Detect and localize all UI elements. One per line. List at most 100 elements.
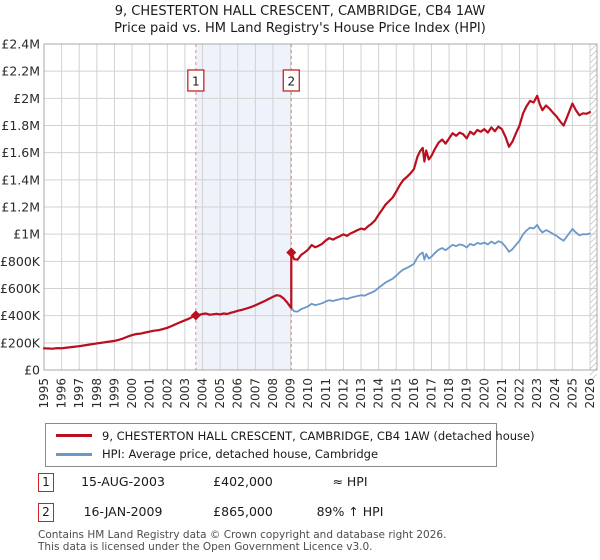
future-hatch-line	[589, 307, 598, 316]
future-hatch-line	[589, 343, 598, 352]
x-tick-label: 2003	[178, 378, 192, 409]
sale-marker-1	[190, 310, 201, 321]
plot-border	[43, 43, 598, 371]
future-hatch-line	[589, 217, 598, 226]
y-tick-label: £400K	[0, 308, 41, 323]
future-hatch-line	[589, 121, 598, 130]
x-tick-label: 2006	[231, 378, 245, 409]
x-tick-label: 2000	[125, 378, 139, 409]
transaction-1-date: 15-AUG-2003	[81, 474, 165, 489]
transaction-2-badge: 2	[38, 503, 54, 522]
x-tick-label: 2002	[160, 378, 174, 409]
legend-row-property: 9, CHESTERTON HALL CRESCENT, CAMBRIDGE, …	[46, 429, 535, 443]
future-hatch-line	[589, 301, 598, 310]
future-hatch-line	[589, 145, 598, 154]
legend-label-property: 9, CHESTERTON HALL CRESCENT, CAMBRIDGE, …	[102, 428, 535, 443]
future-hatch-line	[589, 355, 598, 364]
legend-label-hpi: HPI: Average price, detached house, Camb…	[102, 447, 379, 462]
legend-row-hpi: HPI: Average price, detached house, Camb…	[46, 447, 496, 461]
future-hatch-line	[589, 235, 598, 244]
future-hatch-line	[589, 259, 598, 268]
future-hatch-line	[589, 313, 598, 322]
property-line	[42, 94, 592, 350]
future-hatch-line	[589, 205, 598, 214]
future-hatch-line	[589, 289, 598, 298]
x-tick-label: 2024	[548, 378, 562, 409]
future-hatch-line	[589, 247, 598, 256]
x-tick-label: 2013	[354, 378, 368, 409]
footer-licence: This data is licensed under the Open Gov…	[38, 541, 373, 553]
x-tick-label: 1996	[55, 378, 69, 409]
future-hatch-line	[589, 367, 598, 376]
transaction-row-2: 2 16-JAN-2009 £865,000 89% ↑ HPI	[0, 503, 600, 523]
future-hatch-line	[589, 43, 598, 52]
y-tick-label: £1.8M	[1, 118, 40, 133]
x-tick-label: 2017	[424, 378, 438, 409]
property-line-swatch	[56, 434, 92, 438]
transaction-2-date: 16-JAN-2009	[83, 504, 163, 519]
future-hatch-line	[589, 337, 598, 346]
future-hatch-line	[589, 109, 598, 118]
future-hatch-line	[589, 187, 598, 196]
x-tick-label: 2012	[336, 378, 350, 409]
transaction-2-hpi-note: 89% ↑ HPI	[316, 504, 384, 519]
future-hatch-line	[589, 151, 598, 160]
y-tick-label: £0	[24, 363, 40, 378]
future-hatch-line	[589, 193, 598, 202]
x-tick-label: 1995	[37, 378, 51, 409]
future-hatch-line	[589, 79, 598, 88]
hpi-line-swatch	[56, 452, 92, 456]
y-tick-label: £1M	[13, 227, 40, 242]
y-tick-label: £200K	[0, 335, 41, 350]
future-hatch-line	[589, 97, 598, 106]
y-tick-label: £800K	[0, 254, 41, 269]
x-tick-label: 2014	[372, 378, 386, 409]
footer-copyright: Contains HM Land Registry data © Crown c…	[38, 529, 447, 541]
future-hatch-line	[589, 211, 598, 220]
y-tick-label: £1.2M	[1, 200, 40, 215]
x-tick-label: 2019	[460, 378, 474, 409]
future-hatch-line	[589, 277, 598, 286]
x-tick-label: 2022	[513, 378, 527, 409]
future-hatch-line	[589, 55, 598, 64]
sale-marker-2	[286, 247, 297, 258]
page-subtitle: Price paid vs. HM Land Registry's House …	[114, 21, 486, 36]
x-tick-label: 2005	[213, 378, 227, 409]
future-hatch-line	[589, 331, 598, 340]
page-title: 9, CHESTERTON HALL CRESCENT, CAMBRIDGE, …	[114, 4, 486, 19]
future-hatch-line	[589, 91, 598, 100]
x-tick-label: 2008	[266, 378, 280, 409]
transaction-1-price: £402,000	[213, 474, 273, 489]
hpi-line	[43, 223, 591, 350]
x-tick-label: 2015	[389, 378, 403, 409]
y-tick-label: £2.4M	[1, 38, 40, 52]
x-tick-label: 2021	[495, 378, 509, 409]
future-hatch-line	[589, 73, 598, 82]
future-hatch-line	[589, 49, 598, 58]
future-hatch-line	[589, 349, 598, 358]
x-tick-label: 2009	[284, 378, 298, 409]
future-hatch-line	[589, 163, 598, 172]
event-label-num-2: 2	[287, 75, 295, 89]
event-label-box-2	[282, 69, 300, 92]
x-tick-label: 2011	[319, 378, 333, 409]
x-tick-label: 2016	[407, 378, 421, 409]
chart-legend: 9, CHESTERTON HALL CRESCENT, CAMBRIDGE, …	[45, 423, 535, 467]
future-hatch-line	[589, 133, 598, 142]
future-hatch-line	[589, 265, 598, 274]
future-hatch-line	[589, 271, 598, 280]
future-hatch-line	[589, 295, 598, 304]
x-tick-label: 2004	[196, 378, 210, 409]
x-tick-label: 2018	[442, 378, 456, 409]
future-hatch-line	[589, 181, 598, 190]
y-tick-label: £2.2M	[1, 64, 40, 79]
x-tick-label: 2023	[530, 378, 544, 409]
future-hatch-line	[589, 229, 598, 238]
price-chart-svg: 1 2 £0 £200K £400K £600K £800K £1M £1.2M £1.4M £1.…	[0, 37, 598, 409]
x-tick-label: 2020	[477, 378, 491, 409]
future-hatch-line	[589, 85, 598, 94]
x-tick-label: 2007	[248, 378, 262, 409]
x-tick-label: 2001	[143, 378, 157, 409]
transaction-row-1: 1 15-AUG-2003 £402,000 ≈ HPI	[0, 473, 600, 493]
transaction-1-hpi-note: ≈ HPI	[332, 474, 368, 489]
